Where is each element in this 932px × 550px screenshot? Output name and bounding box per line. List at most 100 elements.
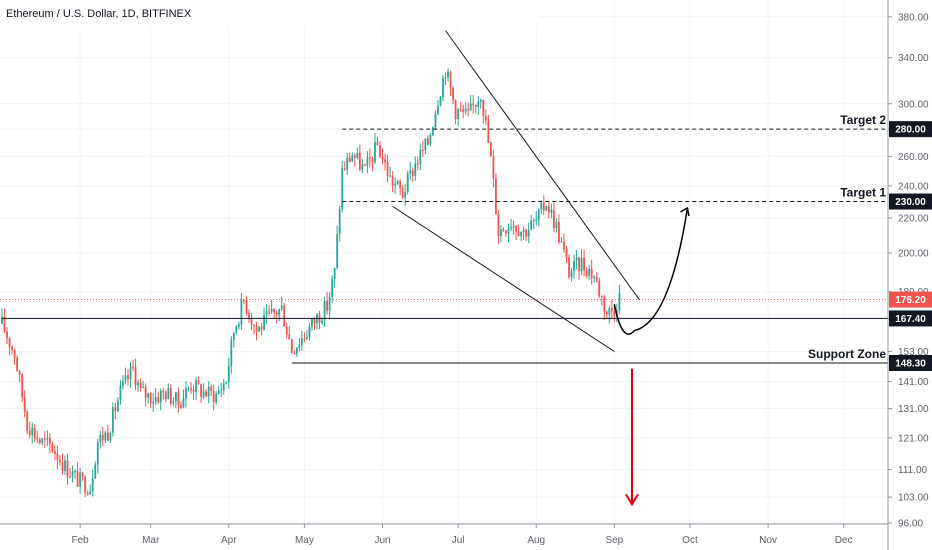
candle-body [137,382,139,386]
price-tick-label: 111.00 [898,465,928,476]
projection-up-curve[interactable] [613,207,689,335]
candle-body [434,113,437,128]
candle-body [527,229,530,237]
horizontal-levels[interactable]: Target 2 Target 1 Support Zone [2,113,888,364]
time-tick-label: Mar [142,535,160,546]
candle-body [232,332,235,340]
candle-body [23,396,26,412]
candle-body [86,493,89,495]
level-label: Support Zone [808,347,886,361]
candle-body [384,159,386,163]
candle-body [8,338,11,347]
price-badge [889,121,932,138]
candle-body [169,388,172,404]
candle-body [595,276,598,281]
candle-body [222,383,225,390]
candle-body [578,257,580,272]
candle-body [31,427,34,436]
candle-body [467,108,470,111]
time-tick-label: Aug [527,535,545,546]
candle-body [36,437,39,440]
candle-body [474,104,477,107]
candle-body [560,241,563,243]
price-badge-label: 280.00 [895,125,926,136]
candle-body [603,296,606,312]
candle-body [437,105,439,114]
candle-body [489,142,492,156]
candle-body [613,311,616,317]
trendlines[interactable] [392,30,640,352]
candle-body [180,404,182,408]
candle-body [48,437,51,445]
candle-body [119,385,122,401]
candle-body [139,382,142,388]
candle-body [505,231,507,234]
candle-body [404,192,407,198]
time-tick-label: Oct [682,535,698,546]
candle-body [532,219,535,221]
candle-body [28,430,31,436]
candle-body [361,164,364,170]
candle-body [338,209,341,234]
candle-body [154,397,157,402]
price-badge-label: 230.00 [895,197,926,208]
candle-body [41,438,44,443]
candle-body [525,229,528,237]
price-tick-label: 260.00 [898,152,929,163]
candle-body [250,317,253,325]
candle-body [336,233,339,268]
candle-body [500,229,502,236]
candle-body [497,213,500,236]
candle-body [563,241,565,250]
price-badges: 280.00 230.00 167.40 148.30 176.20 [889,121,932,371]
candle-body [512,226,515,228]
candle-body [449,71,452,88]
candle-body [265,311,268,315]
time-tick-label: Apr [221,535,237,546]
candle-body [328,296,331,311]
candle-body [326,300,328,311]
candle-body [593,276,596,279]
candle-body [371,158,374,163]
candle-body [21,374,24,397]
candle-body [452,87,454,100]
candle-body [590,269,593,279]
candle-body [457,109,460,119]
candle-body [353,155,356,158]
candle-body [227,365,230,383]
candle-body [172,401,175,404]
candle-body [6,331,8,339]
candle-body [419,149,422,165]
candle-body [124,375,127,381]
price-tick-label: 103.00 [898,493,929,504]
candle-body [510,227,512,229]
price-tick-label: 380.00 [898,12,929,23]
candle-body [580,257,583,272]
candle-body [321,320,323,323]
candle-body [288,334,291,340]
candle-body [555,221,558,228]
candle-body [346,157,349,170]
candle-body [111,407,114,433]
projection-arrows[interactable] [613,206,690,507]
price-tick-label: 96.00 [898,519,923,530]
lower-wedge-trendline[interactable] [392,205,615,352]
candle-body [369,157,371,159]
candle-body [217,390,220,394]
candle-body [280,305,283,310]
candle-body [568,257,570,278]
time-axis[interactable]: Feb Mar Apr May Jun Jul Aug Sep Oct Nov Dec [72,524,853,546]
candle-body [558,221,560,243]
candle-body [122,380,124,386]
candle-body [374,141,376,163]
candle-body [311,318,313,327]
candle-body [573,260,575,272]
candle-body [243,299,245,301]
candle-body [308,326,311,338]
candle-body [260,326,263,330]
candle-body [550,209,553,213]
candle-body [610,308,613,312]
upper-wedge-trendline[interactable] [445,30,640,301]
candle-body [152,401,155,404]
